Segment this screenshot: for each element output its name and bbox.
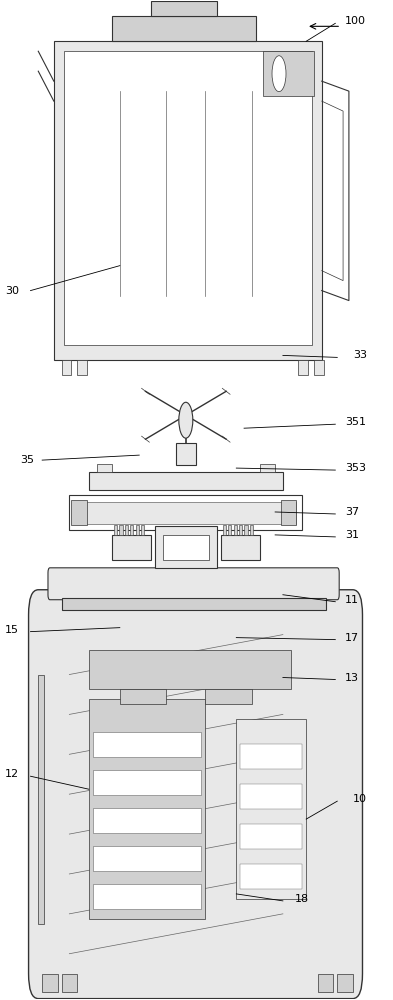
Bar bbox=[89, 472, 283, 490]
Bar bbox=[130, 525, 133, 535]
Text: 13: 13 bbox=[345, 673, 359, 683]
Bar bbox=[221, 535, 260, 560]
Bar bbox=[114, 525, 117, 535]
Bar bbox=[136, 525, 139, 535]
Bar bbox=[120, 689, 166, 704]
Bar bbox=[93, 808, 201, 833]
Text: 351: 351 bbox=[345, 417, 366, 427]
Bar bbox=[89, 650, 291, 689]
Text: 37: 37 bbox=[345, 507, 359, 517]
Bar bbox=[240, 864, 302, 889]
Bar bbox=[93, 846, 201, 871]
Bar bbox=[205, 689, 252, 704]
Bar bbox=[97, 464, 112, 472]
Text: 35: 35 bbox=[20, 455, 35, 465]
Bar bbox=[64, 51, 312, 345]
Bar bbox=[155, 526, 217, 568]
Bar bbox=[244, 525, 248, 535]
Text: 100: 100 bbox=[345, 16, 366, 26]
Circle shape bbox=[272, 56, 286, 92]
Text: 33: 33 bbox=[353, 350, 367, 360]
Bar bbox=[93, 884, 201, 909]
Text: 31: 31 bbox=[345, 530, 359, 540]
Bar bbox=[62, 360, 71, 375]
Bar bbox=[223, 525, 226, 535]
Bar bbox=[263, 51, 314, 96]
FancyBboxPatch shape bbox=[29, 590, 362, 999]
Bar bbox=[298, 360, 308, 375]
Bar bbox=[260, 464, 275, 472]
Bar bbox=[77, 360, 87, 375]
Bar bbox=[228, 525, 231, 535]
Circle shape bbox=[179, 402, 193, 438]
Bar bbox=[71, 500, 87, 525]
Bar bbox=[176, 443, 196, 465]
Bar bbox=[314, 360, 324, 375]
Bar bbox=[69, 495, 302, 530]
Bar bbox=[50, 573, 337, 595]
Text: 15: 15 bbox=[5, 625, 19, 635]
Bar bbox=[93, 732, 201, 757]
Bar bbox=[337, 974, 353, 992]
Bar bbox=[119, 525, 123, 535]
Text: 30: 30 bbox=[5, 286, 19, 296]
Bar bbox=[239, 525, 242, 535]
Text: 12: 12 bbox=[5, 769, 19, 779]
Text: 353: 353 bbox=[345, 463, 366, 473]
Bar bbox=[93, 770, 201, 795]
Bar bbox=[42, 974, 58, 992]
Bar bbox=[240, 824, 302, 849]
Bar bbox=[151, 1, 217, 16]
Bar bbox=[112, 535, 151, 560]
Bar bbox=[250, 525, 253, 535]
Bar bbox=[75, 502, 296, 524]
Bar bbox=[233, 525, 237, 535]
Text: 17: 17 bbox=[345, 633, 359, 643]
Bar bbox=[62, 598, 326, 610]
Bar bbox=[240, 784, 302, 809]
Bar bbox=[236, 719, 306, 899]
Bar bbox=[62, 974, 77, 992]
Bar bbox=[281, 500, 296, 525]
Bar bbox=[163, 535, 209, 560]
Bar bbox=[240, 744, 302, 769]
Text: 11: 11 bbox=[345, 595, 359, 605]
Bar bbox=[89, 699, 205, 919]
Bar bbox=[318, 974, 333, 992]
Text: 18: 18 bbox=[294, 894, 309, 904]
Bar bbox=[125, 525, 128, 535]
Bar bbox=[141, 525, 144, 535]
Bar bbox=[54, 41, 322, 360]
Text: 10: 10 bbox=[353, 794, 367, 804]
FancyBboxPatch shape bbox=[48, 568, 339, 600]
Bar bbox=[112, 16, 256, 41]
Bar bbox=[38, 675, 44, 924]
